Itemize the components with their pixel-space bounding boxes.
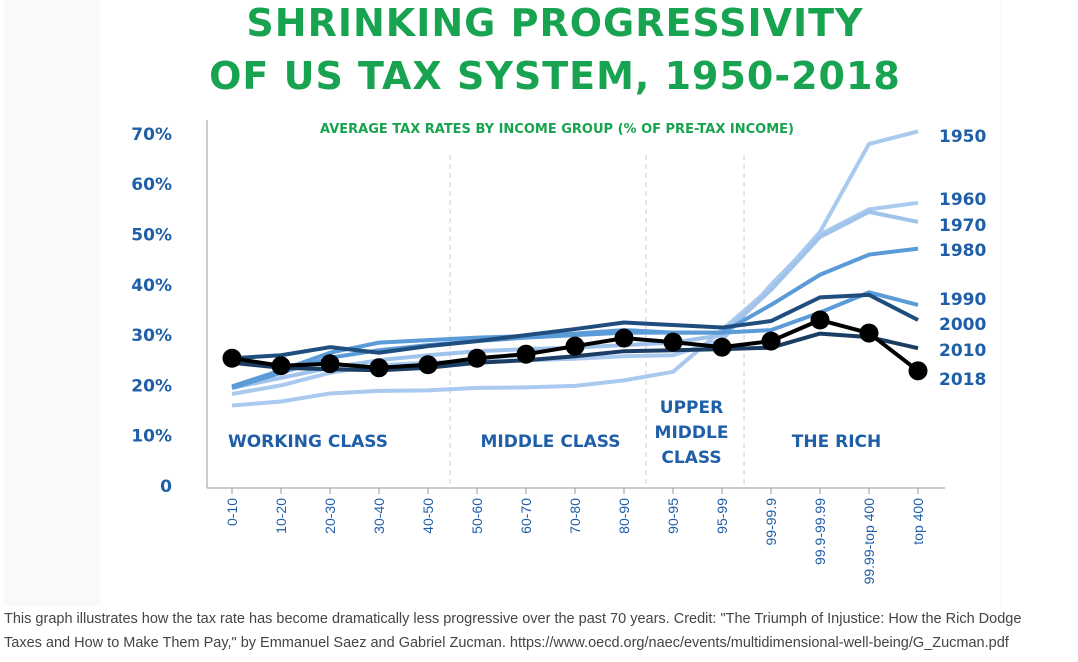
data-point-2018 bbox=[369, 358, 389, 378]
data-point-2018 bbox=[761, 331, 781, 351]
data-point-2018 bbox=[810, 310, 830, 330]
legend-label-2018: 2018 bbox=[939, 370, 986, 390]
chart-panel bbox=[100, 0, 1000, 606]
data-point-2018 bbox=[908, 361, 928, 381]
x-tick-label: 99.9-99.99 bbox=[812, 498, 828, 565]
data-point-2018 bbox=[565, 336, 585, 356]
series-line-2010 bbox=[231, 331, 919, 373]
section-label: CLASS bbox=[661, 448, 721, 468]
caption-line-2: Taxes and How to Make Them Pay," by Emma… bbox=[4, 635, 1009, 651]
data-point-2018 bbox=[418, 355, 438, 375]
series-line-2000 bbox=[231, 292, 919, 361]
legend-label-1950: 1950 bbox=[939, 127, 986, 147]
y-tick-label: 10% bbox=[131, 427, 172, 447]
section-label: UPPER bbox=[660, 398, 723, 418]
data-point-2018 bbox=[320, 354, 340, 374]
data-point-2018 bbox=[222, 348, 242, 368]
legend-label-2000: 2000 bbox=[939, 315, 986, 335]
chart-subtitle: AVERAGE TAX RATES BY INCOME GROUP (% OF … bbox=[320, 122, 794, 137]
data-point-2018 bbox=[663, 332, 683, 352]
x-tick-label: 20-30 bbox=[322, 498, 338, 534]
data-point-2018 bbox=[614, 328, 634, 348]
section-label: WORKING CLASS bbox=[228, 432, 388, 452]
x-tick-label: 50-60 bbox=[469, 498, 485, 534]
x-tick-label: 99-99.9 bbox=[763, 498, 779, 546]
data-point-2018 bbox=[271, 356, 291, 376]
legend-label-1960: 1960 bbox=[939, 190, 986, 210]
x-tick-label: top 400 bbox=[910, 498, 926, 545]
data-point-2018 bbox=[712, 337, 732, 357]
y-tick-label: 0 bbox=[160, 477, 172, 497]
section-label: THE RICH bbox=[792, 432, 881, 452]
x-tick-label: 30-40 bbox=[371, 498, 387, 534]
chart-title-line: OF US TAX SYSTEM, 1950-2018 bbox=[209, 54, 901, 98]
y-tick-label: 50% bbox=[131, 226, 172, 246]
caption-line-1: This graph illustrates how the tax rate … bbox=[4, 611, 1022, 627]
y-tick-label: 40% bbox=[131, 276, 172, 296]
legend-label-1990: 1990 bbox=[939, 290, 986, 310]
y-tick-label: 20% bbox=[131, 376, 172, 396]
x-tick-label: 99.99-top 400 bbox=[861, 498, 877, 585]
y-tick-label: 70% bbox=[131, 125, 172, 145]
data-point-2018 bbox=[516, 344, 536, 364]
tax-rate-chart: SHRINKING PROGRESSIVITY OF US TAX SYSTEM,… bbox=[131, 1, 986, 585]
legend-label-1980: 1980 bbox=[939, 241, 986, 261]
data-point-2018 bbox=[467, 348, 487, 368]
x-tick-label: 80-90 bbox=[616, 498, 632, 534]
y-tick-label: 30% bbox=[131, 326, 172, 346]
section-label: MIDDLE CLASS bbox=[480, 432, 620, 452]
legend-label-2010: 2010 bbox=[939, 341, 986, 361]
x-tick-label: 70-80 bbox=[567, 498, 583, 534]
x-tick-label: 95-99 bbox=[714, 498, 730, 534]
y-tick-label: 60% bbox=[131, 175, 172, 195]
legend-label-1970: 1970 bbox=[939, 216, 986, 236]
x-tick-label: 0-10 bbox=[224, 498, 240, 526]
chart-title-line: SHRINKING PROGRESSIVITY bbox=[246, 1, 863, 45]
data-point-2018 bbox=[859, 323, 879, 343]
caption: This graph illustrates how the tax rate … bbox=[4, 607, 1074, 655]
x-tick-label: 60-70 bbox=[518, 498, 534, 534]
x-tick-label: 40-50 bbox=[420, 498, 436, 534]
x-tick-label: 90-95 bbox=[665, 498, 681, 534]
section-label: MIDDLE bbox=[655, 423, 729, 443]
x-tick-label: 10-20 bbox=[273, 498, 289, 534]
